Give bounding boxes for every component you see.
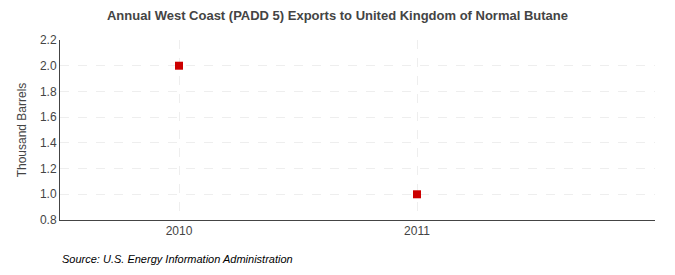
svg-text:2.2: 2.2 [40, 33, 57, 47]
svg-text:2.0: 2.0 [40, 59, 57, 73]
svg-text:1.8: 1.8 [40, 85, 57, 99]
svg-text:Thousand Barrels: Thousand Barrels [15, 83, 29, 178]
svg-text:Source: U.S. Energy Informatio: Source: U.S. Energy Information Administ… [62, 253, 293, 265]
svg-text:1.0: 1.0 [40, 187, 57, 201]
svg-text:1.6: 1.6 [40, 110, 57, 124]
svg-text:2010: 2010 [166, 224, 193, 238]
svg-text:2011: 2011 [404, 224, 430, 238]
svg-text:1.4: 1.4 [40, 136, 57, 150]
svg-text:Annual West Coast (PADD 5) Exp: Annual West Coast (PADD 5) Exports to Un… [107, 8, 568, 23]
svg-text:0.8: 0.8 [40, 213, 57, 227]
svg-text:1.2: 1.2 [40, 162, 57, 176]
